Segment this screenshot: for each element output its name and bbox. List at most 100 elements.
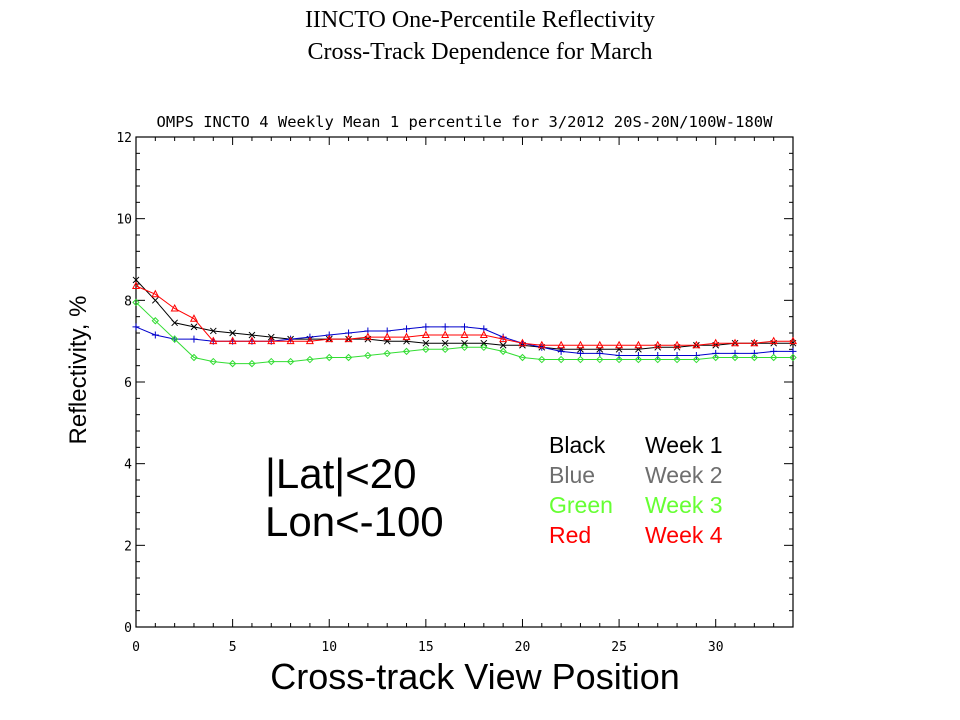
data-point — [189, 314, 199, 322]
data-point — [383, 332, 392, 341]
legend-entry-week1: Black Week 1 — [549, 430, 723, 460]
data-point — [789, 347, 797, 355]
data-point — [557, 347, 565, 355]
data-point — [692, 355, 701, 364]
legend-color-name: Red — [549, 522, 592, 548]
data-point — [248, 331, 256, 339]
y-tick-label: 2 — [124, 539, 132, 554]
x-tick-label: 25 — [611, 640, 627, 655]
data-point — [673, 340, 682, 349]
data-point — [151, 317, 160, 325]
data-point — [344, 353, 353, 362]
data-point — [576, 355, 585, 364]
data-point — [151, 296, 159, 304]
legend-entry-week3: Green Week 3 — [549, 490, 723, 520]
legend-color-name: Blue — [549, 462, 596, 488]
data-point — [151, 331, 159, 339]
data-point — [209, 357, 218, 366]
data-point — [131, 281, 141, 290]
legend-entry-week2: Blue Week 2 — [549, 460, 723, 490]
data-point — [306, 355, 314, 364]
data-point — [480, 343, 488, 351]
data-point — [499, 341, 507, 349]
data-point — [750, 353, 759, 362]
data-point — [769, 336, 778, 345]
data-point — [422, 339, 430, 347]
data-point — [615, 355, 623, 364]
legend-entry-week4: Red Week 4 — [549, 520, 723, 550]
data-point — [499, 347, 507, 356]
data-point — [267, 357, 275, 366]
slide-title: IINCTO One-Percentile Reflectivity Cross… — [0, 4, 960, 68]
legend-week: Week 2 — [645, 462, 723, 488]
y-tick-label: 10 — [116, 213, 132, 228]
data-point — [402, 332, 411, 341]
data-point — [596, 349, 604, 357]
region-longitude: Lon<-100 — [265, 498, 444, 545]
data-point — [151, 289, 160, 298]
data-point — [190, 353, 198, 362]
data-point — [422, 345, 430, 354]
series-line-week-1 — [135, 279, 793, 350]
data-point — [421, 330, 430, 339]
data-point — [692, 351, 700, 359]
data-point — [267, 336, 276, 345]
data-point — [730, 338, 740, 347]
data-point — [441, 339, 449, 347]
data-point — [460, 330, 469, 339]
data-point — [750, 338, 759, 347]
data-point — [460, 343, 469, 351]
x-tick-label: 10 — [321, 640, 337, 655]
data-point — [750, 349, 758, 357]
data-point — [770, 347, 778, 355]
data-point — [190, 323, 198, 331]
data-point — [654, 355, 662, 364]
legend-color-name: Green — [549, 492, 613, 518]
data-point — [209, 336, 218, 345]
data-point — [305, 336, 314, 345]
data-point — [441, 345, 449, 354]
data-point — [654, 351, 662, 359]
data-point — [769, 353, 778, 362]
data-point — [711, 353, 720, 362]
data-point — [634, 351, 642, 359]
region-annotation: |Lat|<20 Lon<-100 — [265, 450, 444, 546]
data-point — [228, 359, 237, 368]
data-point — [788, 336, 798, 345]
data-point — [712, 349, 720, 357]
x-tick-label: 30 — [708, 640, 724, 655]
x-tick-label: 20 — [515, 640, 531, 655]
data-point — [132, 276, 140, 284]
region-latitude: |Lat|<20 — [265, 450, 417, 497]
data-point — [595, 340, 604, 349]
data-point — [209, 327, 217, 335]
data-point — [557, 340, 566, 349]
plot-frame — [135, 136, 794, 628]
data-point — [228, 336, 237, 345]
data-point — [789, 353, 797, 362]
plot-title: OMPS INCTO 4 Weekly Mean 1 percentile fo… — [157, 113, 774, 131]
legend-color-name: Black — [549, 432, 606, 458]
y-axis-title: Reflectivity, % — [65, 295, 92, 445]
x-tick-label: 0 — [132, 640, 140, 655]
data-point — [441, 330, 450, 339]
data-point — [325, 334, 334, 343]
data-point — [557, 355, 565, 364]
legend: Black Week 1 Blue Week 2 Green Week 3 Red We… — [549, 430, 723, 550]
data-point — [537, 340, 546, 349]
data-point — [576, 349, 584, 357]
data-point — [634, 340, 643, 349]
data-point — [170, 335, 179, 343]
data-point — [132, 298, 140, 307]
legend-week: Week 1 — [645, 432, 723, 458]
data-point — [499, 334, 508, 343]
legend-week: Week 4 — [645, 522, 723, 548]
data-point — [596, 355, 604, 364]
data-point — [731, 353, 739, 362]
data-point — [479, 330, 488, 339]
y-tick-label: 6 — [124, 376, 132, 391]
data-point — [170, 303, 179, 312]
y-tick-label: 0 — [124, 621, 132, 636]
data-point — [248, 359, 256, 368]
